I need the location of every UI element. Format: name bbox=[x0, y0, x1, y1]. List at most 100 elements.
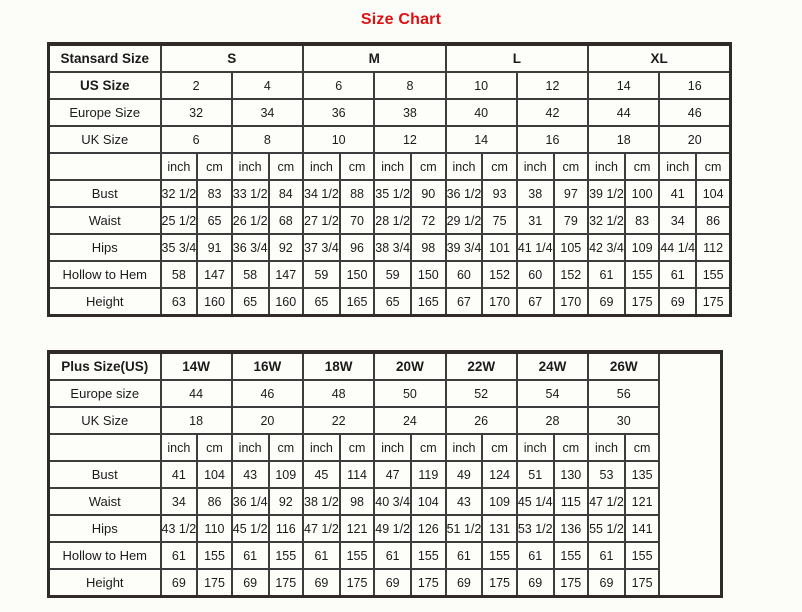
size-group-header: 16W bbox=[230, 351, 305, 381]
measure-value-cell: 29 1/2 bbox=[444, 206, 484, 235]
size-group-header: 18W bbox=[302, 351, 376, 381]
measure-value-cell: 61 bbox=[587, 260, 626, 289]
size-value-cell: 4 bbox=[230, 71, 305, 100]
unit-row-blank-cell bbox=[47, 152, 162, 181]
unit-header-cell: cm bbox=[695, 152, 732, 181]
size-value-cell: 34 bbox=[230, 98, 305, 127]
measure-value-cell: 160 bbox=[196, 287, 233, 317]
measure-value-cell: 152 bbox=[481, 260, 518, 289]
size-group-header: 20W bbox=[373, 351, 447, 381]
unit-header-cell: inch bbox=[587, 433, 626, 462]
row-label: Height bbox=[47, 568, 162, 598]
measure-value-cell: 26 1/2 bbox=[230, 206, 270, 235]
measure-value-cell: 141 bbox=[623, 514, 661, 543]
measure-value-cell: 155 bbox=[481, 541, 518, 570]
measure-value-cell: 155 bbox=[410, 541, 447, 570]
size-value-cell: 36 bbox=[302, 98, 376, 127]
measure-value-cell: 165 bbox=[410, 287, 447, 317]
measure-value-cell: 45 1/4 bbox=[515, 487, 555, 516]
unit-header-cell: cm bbox=[481, 433, 518, 462]
unit-header-cell: cm bbox=[196, 433, 233, 462]
size-value-cell: 20 bbox=[658, 125, 732, 154]
size-group-header: 14W bbox=[159, 351, 233, 381]
measure-value-cell: 65 bbox=[302, 287, 341, 317]
measure-value-cell: 86 bbox=[196, 487, 233, 516]
measure-value-cell: 114 bbox=[338, 460, 376, 489]
measure-value-cell: 155 bbox=[552, 541, 590, 570]
measure-value-cell: 100 bbox=[623, 179, 661, 208]
measure-value-cell: 69 bbox=[230, 568, 270, 598]
unit-header-cell: cm bbox=[552, 152, 590, 181]
measure-value-cell: 98 bbox=[410, 233, 447, 262]
row-label: Waist bbox=[47, 487, 162, 516]
measure-value-cell: 31 bbox=[515, 206, 555, 235]
unit-header-cell: inch bbox=[302, 433, 341, 462]
unit-header-cell: inch bbox=[658, 152, 698, 181]
unit-row-blank-cell bbox=[47, 433, 162, 462]
measure-value-cell: 39 1/2 bbox=[587, 179, 626, 208]
row-label: Hips bbox=[47, 233, 162, 262]
size-value-cell: 24 bbox=[373, 406, 447, 435]
measure-value-cell: 152 bbox=[552, 260, 590, 289]
unit-header-cell: cm bbox=[481, 152, 518, 181]
size-value-cell: 10 bbox=[444, 71, 518, 100]
size-group-header: M bbox=[302, 43, 447, 73]
measure-value-cell: 34 bbox=[658, 206, 698, 235]
measure-value-cell: 83 bbox=[623, 206, 661, 235]
size-value-cell: 28 bbox=[515, 406, 590, 435]
size-value-cell: 16 bbox=[515, 125, 590, 154]
measure-value-cell: 61 bbox=[444, 541, 484, 570]
measure-value-cell: 109 bbox=[623, 233, 661, 262]
measure-value-cell: 65 bbox=[373, 287, 413, 317]
size-value-cell: 18 bbox=[587, 125, 661, 154]
size-value-cell: 8 bbox=[230, 125, 305, 154]
size-value-cell: 52 bbox=[444, 379, 518, 408]
measure-value-cell: 131 bbox=[481, 514, 518, 543]
unit-header-cell: inch bbox=[230, 152, 270, 181]
measure-value-cell: 121 bbox=[338, 514, 376, 543]
measure-value-cell: 47 bbox=[373, 460, 413, 489]
row-label: Hollow to Hem bbox=[47, 541, 162, 570]
measure-value-cell: 65 bbox=[230, 287, 270, 317]
size-value-cell: 14 bbox=[444, 125, 518, 154]
measure-value-cell: 175 bbox=[552, 568, 590, 598]
unit-header-cell: inch bbox=[587, 152, 626, 181]
measure-value-cell: 44 1/4 bbox=[658, 233, 698, 262]
measure-value-cell: 68 bbox=[267, 206, 305, 235]
measure-value-cell: 150 bbox=[338, 260, 376, 289]
measure-value-cell: 175 bbox=[267, 568, 305, 598]
measure-value-cell: 155 bbox=[623, 541, 661, 570]
measure-value-cell: 61 bbox=[373, 541, 413, 570]
measure-value-cell: 45 1/2 bbox=[230, 514, 270, 543]
measure-value-cell: 155 bbox=[267, 541, 305, 570]
measure-value-cell: 70 bbox=[338, 206, 376, 235]
measure-value-cell: 97 bbox=[552, 179, 590, 208]
measure-value-cell: 59 bbox=[373, 260, 413, 289]
measure-value-cell: 45 bbox=[302, 460, 341, 489]
measure-value-cell: 104 bbox=[410, 487, 447, 516]
measure-value-cell: 72 bbox=[410, 206, 447, 235]
measure-value-cell: 69 bbox=[444, 568, 484, 598]
unit-header-cell: cm bbox=[267, 433, 305, 462]
size-value-cell: 40 bbox=[444, 98, 518, 127]
row-label: Hollow to Hem bbox=[47, 260, 162, 289]
measure-value-cell: 47 1/2 bbox=[587, 487, 626, 516]
measure-value-cell: 170 bbox=[481, 287, 518, 317]
measure-value-cell: 92 bbox=[267, 233, 305, 262]
measure-value-cell: 41 bbox=[159, 460, 199, 489]
measure-value-cell: 65 bbox=[196, 206, 233, 235]
measure-value-cell: 147 bbox=[267, 260, 305, 289]
measure-value-cell: 53 bbox=[587, 460, 626, 489]
measure-value-cell: 147 bbox=[196, 260, 233, 289]
measure-value-cell: 39 3/4 bbox=[444, 233, 484, 262]
row-label: US Size bbox=[47, 71, 162, 100]
unit-header-cell: inch bbox=[302, 152, 341, 181]
corner-label: Plus Size(US) bbox=[47, 351, 162, 381]
measure-value-cell: 38 1/2 bbox=[302, 487, 341, 516]
unit-header-cell: inch bbox=[230, 433, 270, 462]
measure-value-cell: 38 bbox=[515, 179, 555, 208]
measure-value-cell: 155 bbox=[196, 541, 233, 570]
size-value-cell: 38 bbox=[373, 98, 447, 127]
row-label: Bust bbox=[47, 460, 162, 489]
measure-value-cell: 155 bbox=[623, 260, 661, 289]
